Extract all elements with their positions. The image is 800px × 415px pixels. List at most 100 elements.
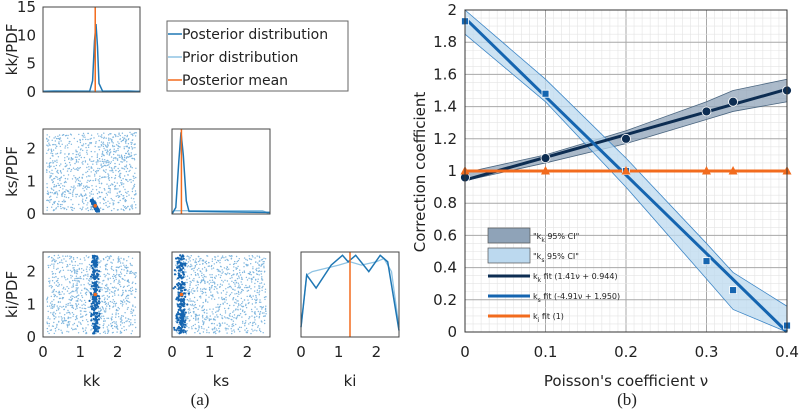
sample-point [61,284,63,286]
sample-point [66,266,68,268]
sample-point [48,322,50,325]
sample-point [239,274,242,276]
sample-point [53,184,56,186]
sample-point [53,318,56,320]
sample-point [78,280,80,282]
sample-point [61,134,64,136]
sample-point [125,266,127,269]
posterior-sample-point [96,294,99,298]
sample-point [124,274,126,277]
sample-point [239,272,241,274]
sample-point [250,308,253,311]
posterior-sample-point [93,254,96,257]
sample-point [98,258,100,260]
sample-point [55,153,57,155]
sample-point [129,270,131,273]
sample-point [224,312,227,314]
sample-point [107,288,109,290]
sample-point [89,278,91,280]
sample-point [180,271,182,273]
sample-point [240,291,243,293]
sample-point [209,315,211,317]
posterior-sample-point [184,311,187,314]
sample-point [106,149,108,151]
sample-point [46,297,48,300]
sample-point [89,267,91,269]
sample-point [58,143,60,145]
sample-point [69,263,71,266]
sample-point [75,153,78,156]
sample-point [53,193,55,195]
sample-point [103,310,106,312]
sample-point [226,259,229,261]
sample-point [242,309,244,311]
posterior-sample-point [94,311,97,314]
sample-point [96,156,99,159]
sample-point [48,136,51,138]
sample-point [113,275,116,277]
sample-point [220,274,222,277]
sample-point [111,176,113,179]
sample-point [222,281,224,283]
sample-point [216,284,219,286]
sample-point [175,261,178,263]
sample-point [56,324,58,326]
sample-point [221,255,224,257]
sample-point [190,281,192,283]
sample-point [99,266,101,268]
posterior-sample-point [93,270,96,273]
sample-point [72,264,74,267]
sample-point [89,179,92,182]
sample-point [194,266,196,268]
sample-point [216,329,218,332]
sample-point [251,255,253,257]
sample-point [203,318,206,320]
axes-box [42,128,141,215]
sample-point [189,300,191,302]
sample-point [108,177,110,179]
kk-data-point [621,133,631,144]
legend-label-subscript: s [541,257,544,264]
sample-point [195,307,197,309]
sample-point [73,322,76,325]
posterior-sample-point [180,289,183,292]
sample-point [85,138,87,141]
sample-point [81,162,83,164]
sample-point [83,185,85,187]
sample-point [123,183,125,185]
sample-point [68,192,70,194]
sample-point [81,296,84,299]
sample-point [76,257,79,259]
sample-point [223,267,226,269]
sample-point [134,135,137,137]
sample-point [254,316,256,318]
sample-point [71,260,73,262]
sample-point [200,297,202,299]
sample-point [221,322,224,324]
sample-point [221,284,223,286]
sample-point [133,201,136,203]
sample-point [111,169,114,172]
sample-point [191,326,193,328]
sample-point [72,195,74,197]
sample-point [46,171,48,173]
sample-point [131,207,133,209]
sample-point [113,181,116,183]
sample-point [72,153,74,155]
sample-point [104,332,107,334]
sample-point [112,331,114,334]
sample-point [51,271,53,273]
sample-point [233,329,235,331]
sample-point [247,330,249,332]
sample-point [125,140,128,142]
sample-point [78,203,80,206]
sample-point [76,140,79,143]
sample-point [202,322,205,325]
sample-point [78,133,80,136]
sample-point [127,306,129,309]
sample-point [113,208,115,210]
sample-point [56,152,59,155]
sample-point [51,300,53,303]
sample-point [251,315,253,317]
sample-point [90,284,93,286]
